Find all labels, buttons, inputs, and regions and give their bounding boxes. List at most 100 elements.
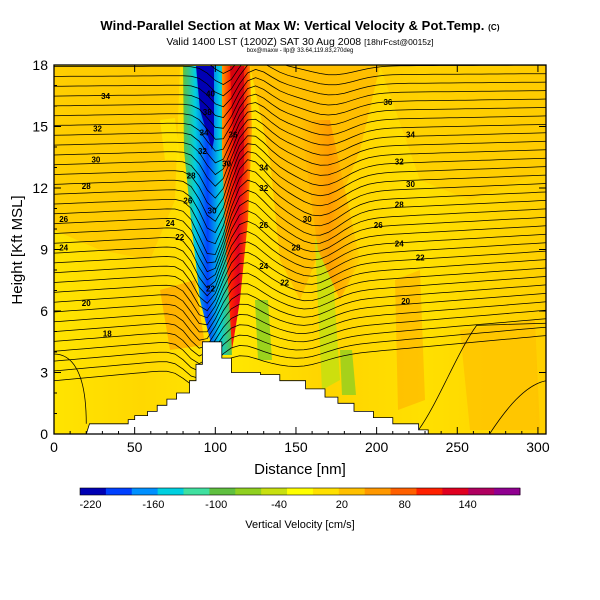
contour-label: 30 — [406, 180, 415, 189]
x-tick-label: 300 — [526, 439, 550, 455]
isentrope-line — [418, 322, 546, 431]
contour-label: 24 — [59, 243, 68, 252]
copyright-mark: (C) — [488, 23, 500, 32]
isentrope-line — [54, 335, 546, 387]
isentrope-line — [489, 380, 546, 434]
contour-label: 22 — [175, 233, 184, 242]
colorbar-swatch — [287, 488, 314, 495]
colorbar-swatch — [157, 488, 185, 495]
isentrope-line — [54, 93, 546, 140]
isentrope-line — [54, 65, 546, 97]
x-axis-label: Distance [nm] — [254, 461, 346, 478]
colorbar-swatch — [416, 488, 443, 495]
contour-label: 24 — [259, 262, 268, 271]
isentrope-line — [54, 293, 546, 349]
contour-label: 24 — [395, 239, 404, 248]
contour-label: 32 — [259, 184, 268, 193]
colorbar-frame — [79, 487, 521, 496]
isentrope-line — [54, 301, 546, 357]
colorbar-swatch — [80, 488, 107, 495]
isentrope-line — [54, 241, 546, 304]
colorbar-tick-label: -40 — [271, 499, 287, 511]
contour-label: 28 — [187, 172, 196, 181]
contour-label: 26 — [59, 215, 68, 224]
contour-label: 32 — [198, 147, 207, 156]
isentrope-line — [54, 318, 546, 372]
contour-label: 30 — [222, 159, 231, 168]
colorbar-tick-label: 20 — [336, 499, 348, 511]
green-patch — [340, 350, 356, 395]
y-tick-label: 9 — [40, 242, 48, 258]
isentrope-line — [54, 200, 546, 273]
isentrope-line — [54, 169, 546, 245]
y-tick-label: 18 — [32, 57, 48, 73]
isentrope-line — [54, 135, 546, 199]
contour-label: 36 — [383, 98, 392, 107]
colorbar-tick-label: -100 — [205, 499, 227, 511]
colorbar-swatch — [131, 488, 159, 495]
orange-patch — [395, 270, 425, 410]
isentrope-line — [54, 353, 87, 424]
isentrope-line — [54, 159, 546, 234]
contour-label: 40 — [206, 90, 215, 99]
isentrope-line — [54, 220, 546, 289]
isentrope-line — [54, 326, 546, 379]
x-tick-label: 100 — [204, 439, 228, 455]
contour-label: 26 — [374, 221, 383, 230]
isentrope-line — [54, 189, 546, 264]
contour-label: 30 — [91, 155, 100, 164]
isentrope-line — [54, 143, 546, 211]
contour-label: 22 — [416, 254, 425, 263]
isentrope-line — [54, 250, 546, 312]
isentrope-line — [54, 110, 546, 164]
terrain-mask — [85, 341, 546, 435]
contour-label: 18 — [103, 330, 112, 339]
contour-label: 30 — [303, 215, 312, 224]
valid-time-text: Valid 1400 LST (1200Z) SAT 30 Aug 2008 — [166, 36, 362, 48]
contour-labels: 3432302826242018403834322826242230223036… — [59, 90, 425, 339]
chart-subtitle: box@maxw - llp@ 33.64,119.83,270deg — [246, 48, 354, 54]
isentrope-line — [54, 231, 546, 297]
contour-label: 28 — [395, 200, 404, 209]
colorbar-swatch — [390, 488, 417, 495]
yellow-patch — [160, 118, 180, 160]
contour-label: 26 — [183, 196, 192, 205]
y-axis-label: Height [Kft MSL] — [9, 195, 26, 304]
colorbar-swatch — [338, 488, 366, 495]
colorbar-swatch — [235, 488, 262, 495]
forecast-source: [18hrFcst@0015z] — [364, 37, 434, 47]
contour-label: 28 — [292, 243, 301, 252]
chart-title: Wind-Parallel Section at Max W: Vertical… — [0, 18, 600, 33]
isentrope-line — [54, 127, 546, 187]
orange-patch — [460, 320, 540, 430]
isentrope-line — [54, 284, 546, 341]
colorbar-tick-label: -220 — [79, 499, 101, 511]
contour-label: 36 — [229, 131, 238, 140]
orange-patch — [160, 280, 205, 350]
colorbar-tick-label: 80 — [399, 499, 411, 511]
colorbar-swatch — [468, 488, 495, 495]
colorbar-swatch — [442, 488, 469, 495]
isentrope-line — [54, 102, 546, 152]
updraft-max — [230, 66, 244, 200]
contour-label: 24 — [166, 219, 175, 228]
isentrope-line — [54, 179, 546, 255]
x-tick-label: 50 — [127, 439, 143, 455]
y-tick-label: 12 — [32, 180, 48, 196]
contour-label: 34 — [259, 164, 268, 173]
x-tick-label: 150 — [284, 439, 308, 455]
isentrope-contours — [54, 65, 546, 434]
y-tick-label: 15 — [32, 119, 48, 135]
isentrope-line — [54, 118, 546, 176]
contour-label: 34 — [101, 92, 110, 101]
contour-label: 20 — [82, 299, 91, 308]
isentrope-line — [54, 259, 546, 319]
colorbar-tick-label: -160 — [142, 499, 164, 511]
downdraft-max — [196, 66, 214, 150]
isentrope-line — [54, 85, 546, 129]
x-tick-label: 250 — [446, 439, 470, 455]
isentrope-line — [54, 267, 546, 326]
isentrope-line — [54, 68, 546, 108]
chart-valid-time: Valid 1400 LST (1200Z) SAT 30 Aug 2008 [… — [0, 36, 600, 48]
